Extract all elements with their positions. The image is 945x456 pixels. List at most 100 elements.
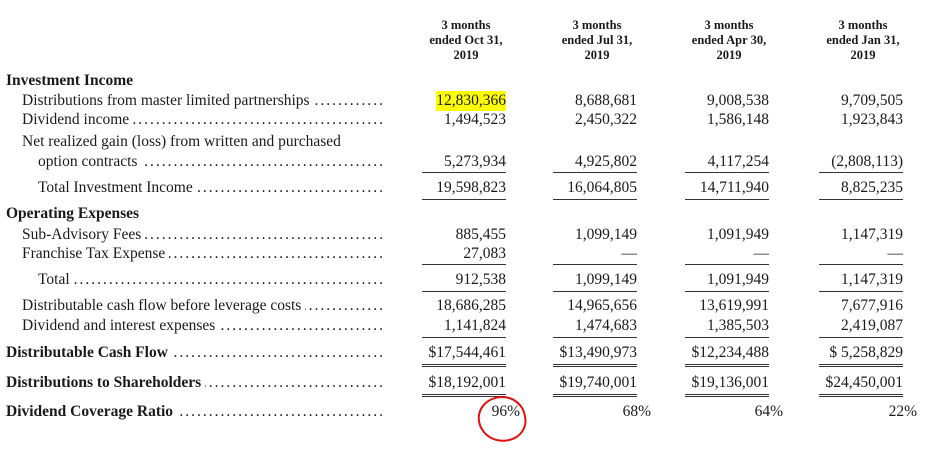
table-cell: $12,234,488 bbox=[691, 344, 770, 361]
row-label-group: option contracts........................… bbox=[38, 152, 385, 172]
table-cell: $ 5,258,829 bbox=[829, 344, 903, 361]
table-cell: 1,474,683 bbox=[575, 317, 637, 334]
dot-leader: ........................................… bbox=[169, 245, 385, 262]
table-cell: $18,192,001 bbox=[428, 374, 507, 391]
table-cell: 4,925,802 bbox=[575, 153, 637, 170]
underline bbox=[685, 264, 769, 265]
table-cell: 16,064,805 bbox=[567, 179, 637, 196]
underline bbox=[553, 199, 637, 200]
table-cell: 7,677,916 bbox=[841, 297, 903, 314]
column-header-line: 2019 bbox=[716, 48, 742, 62]
table-cell: 885,455 bbox=[455, 226, 506, 243]
table-cell: $19,740,001 bbox=[559, 374, 638, 391]
row-label-group: Total...................................… bbox=[38, 270, 385, 290]
table-row: Distributable cash flow before leverage … bbox=[0, 296, 945, 316]
dot-leader: ........................................… bbox=[177, 403, 385, 420]
table-cell: 1,091,949 bbox=[707, 271, 769, 288]
table-cell: 1,147,319 bbox=[841, 271, 903, 288]
dot-leader: ........................................… bbox=[172, 344, 385, 361]
double-underline bbox=[819, 394, 903, 397]
table-cell: 1,147,319 bbox=[841, 226, 903, 243]
row-label: Distributable cash flow before leverage … bbox=[22, 297, 302, 314]
table-cell: 1,099,149 bbox=[575, 271, 637, 288]
table-row: Distributable Cash Flow.................… bbox=[0, 343, 945, 363]
table-cell: 19,598,823 bbox=[436, 179, 506, 196]
table-cell: $13,490,973 bbox=[559, 344, 638, 361]
column-header: 3 months ended Jul 31, 2019 bbox=[542, 18, 652, 63]
dot-leader: ........................................… bbox=[219, 317, 385, 334]
table-row: Franchise Tax Expense...................… bbox=[0, 244, 945, 264]
column-header: 3 months ended Jan 31, 2019 bbox=[808, 18, 918, 63]
table-cell: $24,450,001 bbox=[825, 374, 904, 391]
table-cell: $19,136,001 bbox=[691, 374, 770, 391]
table-cell: 14,965,656 bbox=[567, 297, 637, 314]
column-header: 3 months ended Apr 30, 2019 bbox=[674, 18, 784, 63]
table-cell: 1,494,523 bbox=[444, 111, 506, 128]
table-row: Total Investment Income.................… bbox=[0, 178, 945, 198]
underline bbox=[685, 199, 769, 200]
row-label: Dividend and interest expenses bbox=[22, 317, 216, 334]
double-underline bbox=[422, 394, 506, 397]
row-label: Operating Expenses bbox=[6, 205, 140, 222]
underline bbox=[819, 337, 903, 338]
dot-leader: ........................................… bbox=[145, 226, 385, 243]
table-cell: 1,141,824 bbox=[444, 317, 506, 334]
dot-leader: ........................................… bbox=[314, 92, 385, 109]
table-cell: — bbox=[621, 245, 638, 262]
row-label: Distributable Cash Flow bbox=[6, 344, 168, 361]
table-cell: 12,830,366 bbox=[436, 91, 506, 111]
row-label: Dividend Coverage Ratio bbox=[6, 403, 174, 420]
table-cell: 96% bbox=[491, 403, 520, 420]
row-label-group: Sub-Advisory Fees.......................… bbox=[22, 225, 385, 245]
row-label: Distributions to Shareholders bbox=[6, 374, 202, 391]
table-row: Net realized gain (loss) from written an… bbox=[0, 132, 945, 152]
column-header-line: 2019 bbox=[584, 48, 610, 62]
table-cell: 5,273,934 bbox=[444, 153, 506, 170]
underline bbox=[553, 264, 637, 265]
underline bbox=[819, 172, 903, 173]
row-label: Investment Income bbox=[6, 72, 133, 89]
column-header-line: ended Oct 31, bbox=[429, 33, 503, 47]
table-cell: 1,923,843 bbox=[841, 111, 903, 128]
underline bbox=[553, 337, 637, 338]
underline bbox=[422, 264, 506, 265]
double-underline bbox=[553, 364, 637, 367]
column-header-line: ended Apr 30, bbox=[691, 33, 767, 47]
table-cell: 1,099,149 bbox=[575, 226, 637, 243]
underline bbox=[422, 172, 506, 173]
row-label-group: Distributions from master limited partne… bbox=[22, 91, 385, 111]
row-label: Dividend income bbox=[22, 111, 130, 128]
row-label-group: Dividend and interest expenses..........… bbox=[22, 316, 385, 336]
table-cell: — bbox=[887, 245, 904, 262]
table-cell: $17,544,461 bbox=[428, 344, 507, 361]
row-label-group: Distributions to Shareholders...........… bbox=[6, 373, 385, 393]
table-cell: (2,808,113) bbox=[831, 153, 903, 170]
dot-leader: ........................................… bbox=[133, 111, 385, 128]
double-underline bbox=[685, 394, 769, 397]
underline bbox=[422, 199, 506, 200]
dot-leader: ........................................… bbox=[73, 271, 385, 288]
dot-leader: ........................................… bbox=[141, 153, 385, 170]
table-row: Operating Expenses bbox=[0, 204, 945, 224]
underline bbox=[685, 337, 769, 338]
table-cell: 18,686,285 bbox=[436, 297, 506, 314]
table-row: Dividend and interest expenses..........… bbox=[0, 316, 945, 336]
column-header-line: 3 months bbox=[838, 18, 888, 32]
row-label-group: Operating Expenses bbox=[6, 204, 143, 224]
row-label-group: Distributable Cash Flow.................… bbox=[6, 343, 385, 363]
annotation-circle bbox=[473, 391, 531, 447]
table-row: option contracts........................… bbox=[0, 152, 945, 172]
underline bbox=[685, 172, 769, 173]
table-cell: 9,709,505 bbox=[841, 92, 903, 109]
underline bbox=[422, 291, 506, 292]
row-label-group: Dividend Coverage Ratio.................… bbox=[6, 402, 385, 422]
row-label-group: Franchise Tax Expense...................… bbox=[22, 244, 385, 264]
table-cell: 2,450,322 bbox=[575, 111, 637, 128]
underline bbox=[819, 199, 903, 200]
table-row: Dividend income.........................… bbox=[0, 110, 945, 130]
row-label: option contracts bbox=[38, 153, 138, 170]
table-cell: 8,825,235 bbox=[841, 179, 903, 196]
double-underline bbox=[819, 364, 903, 367]
table-row: Dividend Coverage Ratio.................… bbox=[0, 402, 945, 422]
table-cell: 8,688,681 bbox=[575, 92, 637, 109]
